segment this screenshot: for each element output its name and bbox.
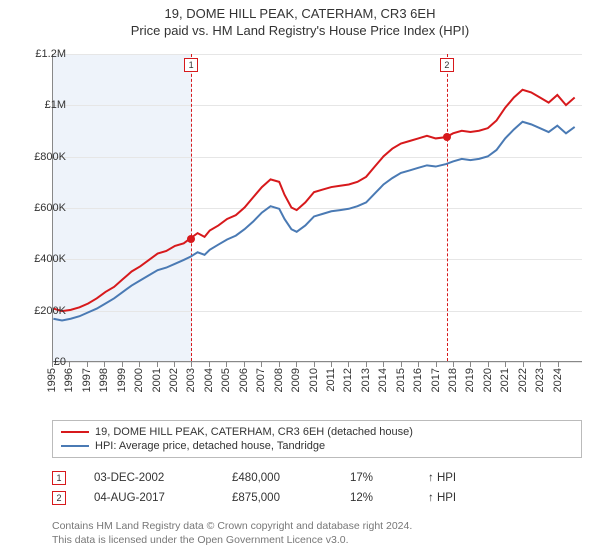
chart-container: 19, DOME HILL PEAK, CATERHAM, CR3 6EH Pr… bbox=[0, 0, 600, 560]
sale-pct-2: 12% bbox=[350, 492, 400, 504]
legend-label-property: 19, DOME HILL PEAK, CATERHAM, CR3 6EH (d… bbox=[95, 426, 413, 438]
series-hpi bbox=[53, 122, 574, 321]
xtick-label: 2002 bbox=[168, 368, 180, 392]
ytick-label: £1M bbox=[18, 99, 66, 111]
title-main: 19, DOME HILL PEAK, CATERHAM, CR3 6EH bbox=[0, 6, 600, 21]
xtick-label: 2013 bbox=[360, 368, 372, 392]
chart-plot-area: 12 bbox=[52, 54, 582, 362]
legend-box: 19, DOME HILL PEAK, CATERHAM, CR3 6EH (d… bbox=[52, 420, 582, 458]
footer-attribution: Contains HM Land Registry data © Crown c… bbox=[52, 520, 582, 547]
sale-vs-2: ↑ HPI bbox=[428, 492, 456, 504]
line-series-svg bbox=[53, 54, 582, 361]
xtick-label: 2012 bbox=[342, 368, 354, 392]
xtick-label: 1996 bbox=[63, 368, 75, 392]
sale-date-2: 04-AUG-2017 bbox=[94, 492, 204, 504]
xtick-label: 2022 bbox=[517, 368, 529, 392]
sale-marker-2-icon: 2 bbox=[52, 491, 66, 505]
legend-label-hpi: HPI: Average price, detached house, Tand… bbox=[95, 440, 325, 452]
xtick-label: 2014 bbox=[377, 368, 389, 392]
sale-date-1: 03-DEC-2002 bbox=[94, 472, 204, 484]
xtick-label: 1995 bbox=[46, 368, 58, 392]
ytick-label: £1.2M bbox=[18, 48, 66, 60]
xtick-label: 2000 bbox=[133, 368, 145, 392]
legend-swatch-hpi bbox=[61, 445, 89, 447]
title-block: 19, DOME HILL PEAK, CATERHAM, CR3 6EH Pr… bbox=[0, 0, 600, 38]
xtick-label: 2004 bbox=[203, 368, 215, 392]
xtick-label: 2008 bbox=[273, 368, 285, 392]
sale-price-1: £480,000 bbox=[232, 472, 322, 484]
xtick-label: 2021 bbox=[499, 368, 511, 392]
xtick-label: 2003 bbox=[185, 368, 197, 392]
legend-item-hpi: HPI: Average price, detached house, Tand… bbox=[61, 439, 573, 453]
xtick-label: 2007 bbox=[255, 368, 267, 392]
ytick-label: £0 bbox=[18, 356, 66, 368]
xtick-label: 2010 bbox=[308, 368, 320, 392]
ytick-label: £800K bbox=[18, 151, 66, 163]
xtick-label: 2019 bbox=[464, 368, 476, 392]
xtick-label: 1999 bbox=[116, 368, 128, 392]
xtick-label: 1997 bbox=[81, 368, 93, 392]
title-sub: Price paid vs. HM Land Registry's House … bbox=[0, 23, 600, 38]
xtick-label: 2016 bbox=[412, 368, 424, 392]
sales-row-1: 1 03-DEC-2002 £480,000 17% ↑ HPI bbox=[52, 468, 582, 488]
ytick-label: £200K bbox=[18, 305, 66, 317]
sale-vs-1: ↑ HPI bbox=[428, 472, 456, 484]
series-property bbox=[53, 90, 574, 311]
xtick-label: 2006 bbox=[238, 368, 250, 392]
legend-item-property: 19, DOME HILL PEAK, CATERHAM, CR3 6EH (d… bbox=[61, 425, 573, 439]
xtick-label: 2015 bbox=[395, 368, 407, 392]
ytick-label: £400K bbox=[18, 253, 66, 265]
xtick-label: 2023 bbox=[534, 368, 546, 392]
xtick-label: 2009 bbox=[290, 368, 302, 392]
legend-swatch-property bbox=[61, 431, 89, 433]
xtick-label: 2001 bbox=[151, 368, 163, 392]
footer-line-1: Contains HM Land Registry data © Crown c… bbox=[52, 520, 582, 534]
xtick-label: 2024 bbox=[552, 368, 564, 392]
sale-pct-1: 17% bbox=[350, 472, 400, 484]
xtick-label: 2017 bbox=[430, 368, 442, 392]
xtick-label: 2020 bbox=[482, 368, 494, 392]
xtick-label: 2018 bbox=[447, 368, 459, 392]
sales-row-2: 2 04-AUG-2017 £875,000 12% ↑ HPI bbox=[52, 488, 582, 508]
footer-line-2: This data is licensed under the Open Gov… bbox=[52, 534, 582, 548]
sales-table: 1 03-DEC-2002 £480,000 17% ↑ HPI 2 04-AU… bbox=[52, 468, 582, 508]
xtick-label: 2011 bbox=[325, 368, 337, 392]
ytick-label: £600K bbox=[18, 202, 66, 214]
xtick-label: 1998 bbox=[98, 368, 110, 392]
sale-price-2: £875,000 bbox=[232, 492, 322, 504]
sale-marker-1-icon: 1 bbox=[52, 471, 66, 485]
xtick-label: 2005 bbox=[220, 368, 232, 392]
